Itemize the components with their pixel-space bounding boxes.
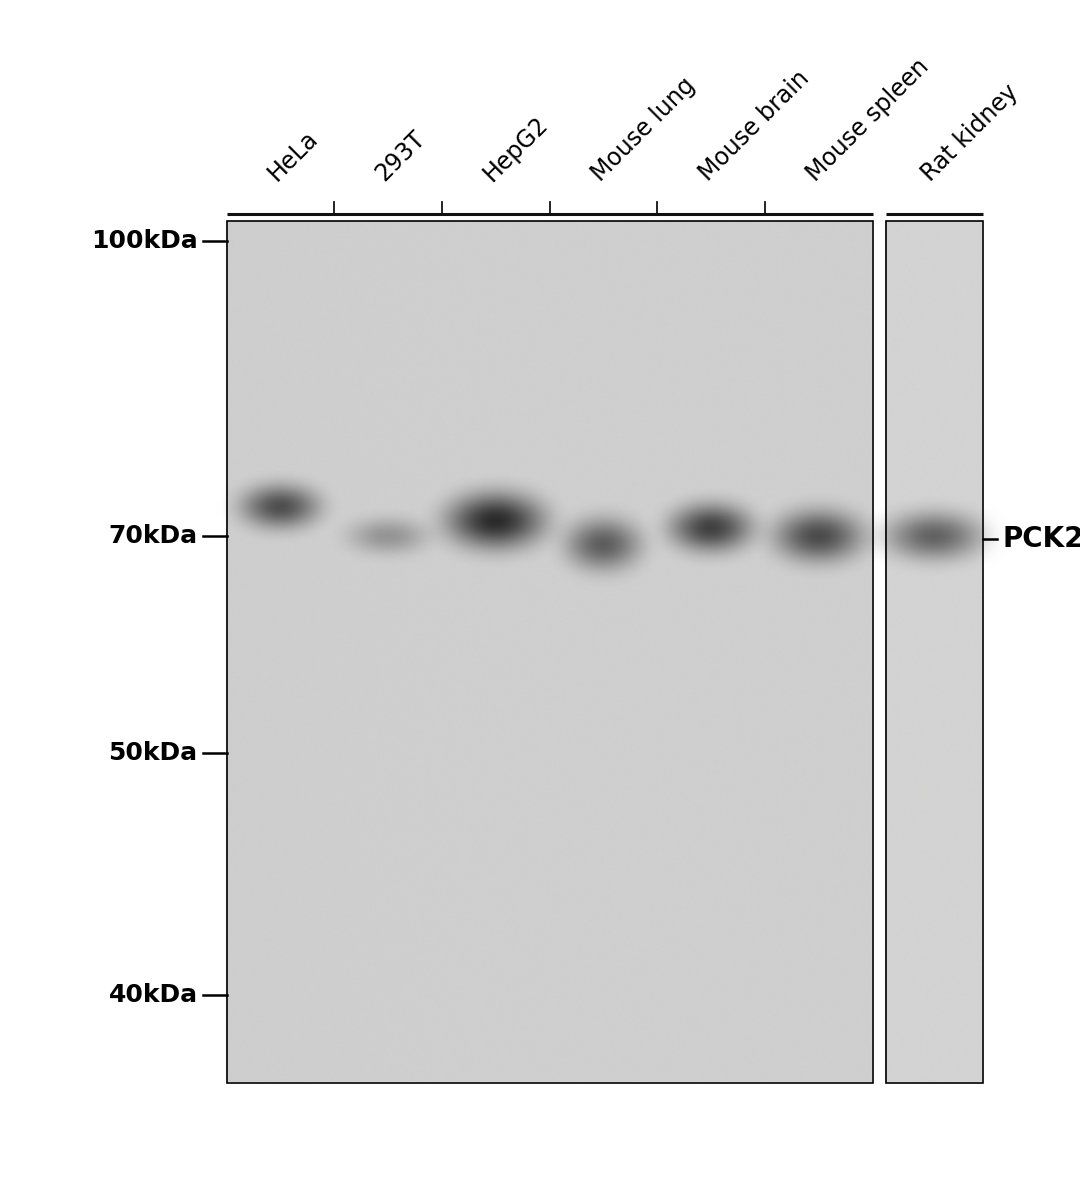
Text: PCK2: PCK2	[1002, 525, 1080, 553]
Bar	[227, 221, 873, 1083]
Text: 70kDa: 70kDa	[108, 524, 198, 547]
Text: Mouse spleen: Mouse spleen	[801, 54, 933, 186]
Text: Rat kidney: Rat kidney	[917, 80, 1023, 186]
Text: Mouse brain: Mouse brain	[694, 67, 813, 186]
Bar	[886, 221, 983, 1083]
Text: 293T: 293T	[372, 127, 431, 186]
Text: Mouse lung: Mouse lung	[586, 73, 700, 186]
Text: 50kDa: 50kDa	[108, 742, 198, 765]
Text: HepG2: HepG2	[478, 112, 553, 186]
Text: 100kDa: 100kDa	[91, 230, 198, 253]
Text: 40kDa: 40kDa	[108, 983, 198, 1006]
Text: HeLa: HeLa	[264, 127, 323, 186]
